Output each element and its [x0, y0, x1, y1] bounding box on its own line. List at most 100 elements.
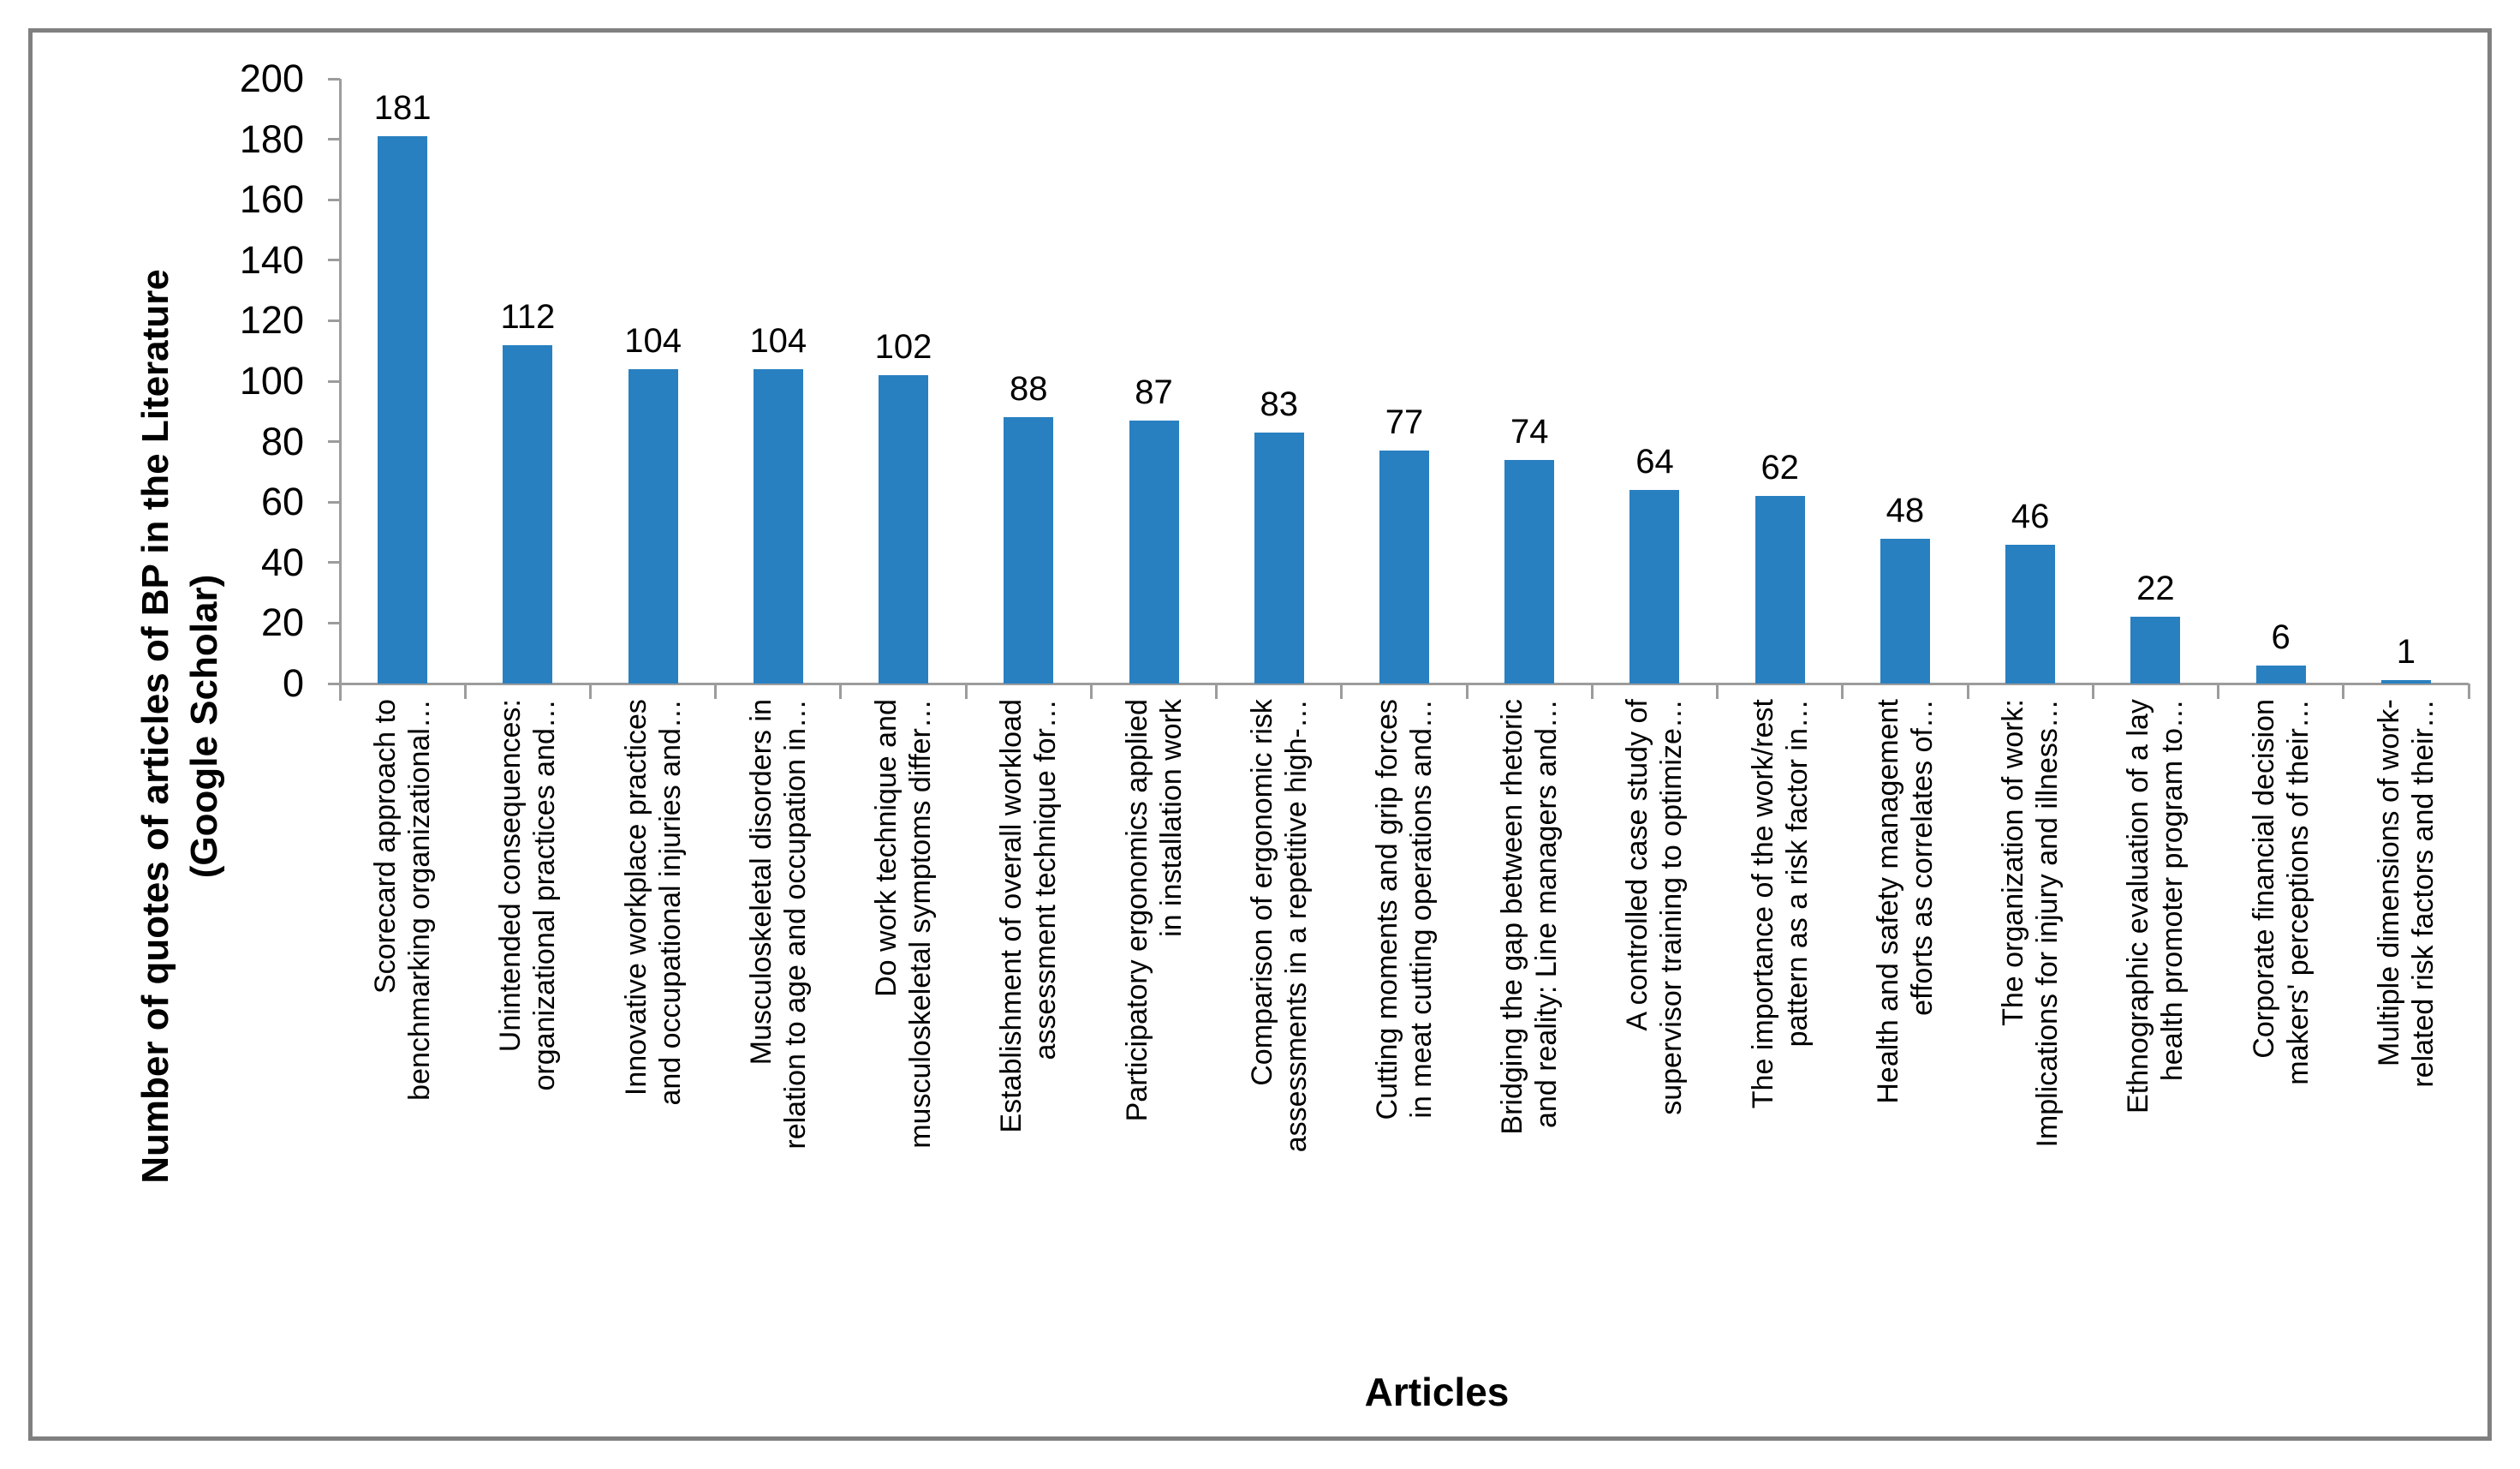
x-category-label-line: and occupational injuries and… [653, 698, 687, 1106]
y-tick-label: 120 [239, 298, 304, 343]
y-axis-tick [328, 682, 340, 685]
bar-value-label: 46 [2011, 497, 2050, 535]
x-axis-tick [2467, 684, 2470, 699]
x-axis-tick [1841, 684, 1844, 699]
x-category-label-line: in meat cutting operations and… [1404, 698, 1438, 1119]
x-category-label-rotated: The importance of the work/rest pattern a… [1718, 694, 1843, 1329]
x-category-label-rotated: Bridging the gap between rhetoric and rea… [1467, 694, 1592, 1329]
bar [1004, 417, 1054, 684]
bar [1504, 459, 1555, 684]
x-category-label-rotated: The organization of work: Implications fo… [1968, 694, 2093, 1329]
bar [1880, 538, 1930, 684]
x-category-label-line: The importance of the work/rest [1746, 698, 1779, 1109]
y-tick-label: 80 [260, 419, 304, 463]
y-axis-tick [328, 319, 340, 322]
x-category-label-rotated: Scorecard approach to benchmarking organi… [340, 694, 465, 1329]
x-axis-tick [463, 684, 467, 699]
x-category-label-line: Establishment of overall workload [995, 698, 1028, 1133]
x-axis-title: Articles [1364, 1370, 1510, 1414]
x-axis-tick [338, 684, 342, 699]
y-tick-label: 160 [239, 177, 304, 222]
bar-value-label: 74 [1510, 412, 1549, 451]
y-axis-line [338, 79, 342, 701]
x-category-label-line: organizational practices and… [528, 698, 562, 1091]
bar-value-label: 22 [2136, 570, 2175, 608]
x-axis-tick [2342, 684, 2345, 699]
x-category-label-line: The organization of work: [1997, 698, 2030, 1026]
x-category-label-rotated: Multiple dimensions of work-related risk… [2344, 694, 2469, 1329]
bar [503, 344, 553, 684]
x-category-label: Innovative workplace practices and occupa… [590, 694, 715, 1329]
x-category-label-line: Comparison of ergonomic risk [1245, 698, 1278, 1086]
x-category-label-line: efforts as correlates of… [1905, 698, 1939, 1016]
x-category-label-line: Participatory ergonomics applied [1120, 698, 1153, 1122]
x-axis-tick [1089, 684, 1093, 699]
y-axis-tick [328, 198, 340, 201]
y-axis-tick [328, 77, 340, 81]
x-category-label: Bridging the gap between rhetoric and rea… [1467, 694, 1592, 1329]
bar [378, 136, 428, 684]
x-category-label-line: Musculoskeletal disorders in [744, 698, 777, 1066]
bar-value-label: 181 [373, 89, 432, 128]
y-axis-tick [328, 259, 340, 262]
bar-value-label: 64 [1635, 443, 1674, 481]
bar-value-label: 6 [2271, 618, 2291, 656]
x-category-label-line: musculoskeletal symptoms differ… [904, 698, 938, 1149]
bar-value-label: 62 [1760, 449, 1799, 487]
x-category-label-rotated: Innovative workplace practices and occupa… [590, 694, 715, 1329]
x-category-label: Multiple dimensions of work-related risk… [2344, 694, 2469, 1329]
x-category-label: Scorecard approach to benchmarking organi… [340, 694, 465, 1329]
x-category-label-rotated: Cutting moments and grip forces in meat c… [1342, 694, 1467, 1329]
x-category-label-line: in installation work [1154, 698, 1188, 937]
x-category-label-rotated: Health and safety management efforts as c… [1843, 694, 1968, 1329]
x-axis-tick [2091, 684, 2094, 699]
x-category-label: Corporate financial decision makers' perc… [2219, 694, 2344, 1329]
x-axis-tick [1966, 684, 1969, 699]
x-category-label-line: Health and safety management [1871, 698, 1904, 1104]
bar-value-label: 48 [1886, 491, 1925, 529]
x-axis-tick [1465, 684, 1469, 699]
x-category-label-line: assessments in a repetitive high-… [1279, 698, 1313, 1153]
x-category-label-rotated: Ethnographic evaluation of a lay health p… [2093, 694, 2218, 1329]
bar-value-label: 102 [874, 327, 932, 366]
x-category-label: Health and safety management efforts as c… [1843, 694, 1968, 1329]
x-category-label: Establishment of overall workload assessm… [966, 694, 1091, 1329]
x-category-label: Do work technique and musculoskeletal sym… [841, 694, 966, 1329]
x-category-label-line: assessment technique for… [1029, 698, 1063, 1060]
x-category-label-line: benchmarking organizational… [403, 698, 437, 1101]
y-tick-label: 100 [239, 359, 304, 403]
x-category-label-rotated: Musculoskeletal disorders in relation to … [716, 694, 841, 1329]
y-axis-tick [328, 621, 340, 624]
bar-value-label: 77 [1385, 403, 1424, 442]
x-category-label-line: Ethnographic evaluation of a lay [2122, 698, 2155, 1114]
x-category-label: Cutting moments and grip forces in meat c… [1342, 694, 1467, 1329]
x-category-label-rotated: Participatory ergonomics applied in insta… [1091, 694, 1216, 1329]
x-axis-tick [1716, 684, 1719, 699]
x-category-label-rotated: Unintended consequences: organizational p… [465, 694, 590, 1329]
x-category-label: Comparison of ergonomic risk assessments … [1217, 694, 1342, 1329]
y-axis-tick [328, 440, 340, 444]
y-axis-tick [328, 561, 340, 564]
x-category-label-rotated: Corporate financial decision makers' perc… [2219, 694, 2344, 1329]
x-category-label-line: Multiple dimensions of work- [2372, 698, 2405, 1066]
x-category-label: The organization of work: Implications fo… [1968, 694, 2093, 1329]
x-category-label: Unintended consequences: organizational p… [465, 694, 590, 1329]
x-axis-tick [964, 684, 968, 699]
x-category-label-line: supervisor training to optimize… [1655, 698, 1689, 1115]
bar-value-label: 83 [1260, 385, 1299, 423]
y-tick-label: 20 [260, 600, 304, 645]
bar [2130, 617, 2181, 684]
x-category-label-line: makers' perceptions of their… [2281, 698, 2314, 1085]
x-category-label-line: pattern as a risk factor in… [1780, 698, 1814, 1048]
x-category-label-line: relation to age and occupation in… [778, 698, 812, 1150]
x-axis-tick [839, 684, 843, 699]
y-tick-label: 180 [239, 116, 304, 161]
x-category-label-line: Bridging the gap between rhetoric [1496, 698, 1529, 1135]
x-category-label-rotated: Establishment of overall workload assessm… [966, 694, 1091, 1329]
x-category-label: A controlled case study of supervisor tra… [1592, 694, 1717, 1329]
bar-value-label: 87 [1135, 373, 1173, 411]
bar-value-label: 1 [2396, 633, 2416, 672]
bar [1129, 420, 1179, 684]
bar-value-label: 104 [624, 321, 682, 360]
x-category-label-line: Corporate financial decision [2247, 698, 2280, 1059]
